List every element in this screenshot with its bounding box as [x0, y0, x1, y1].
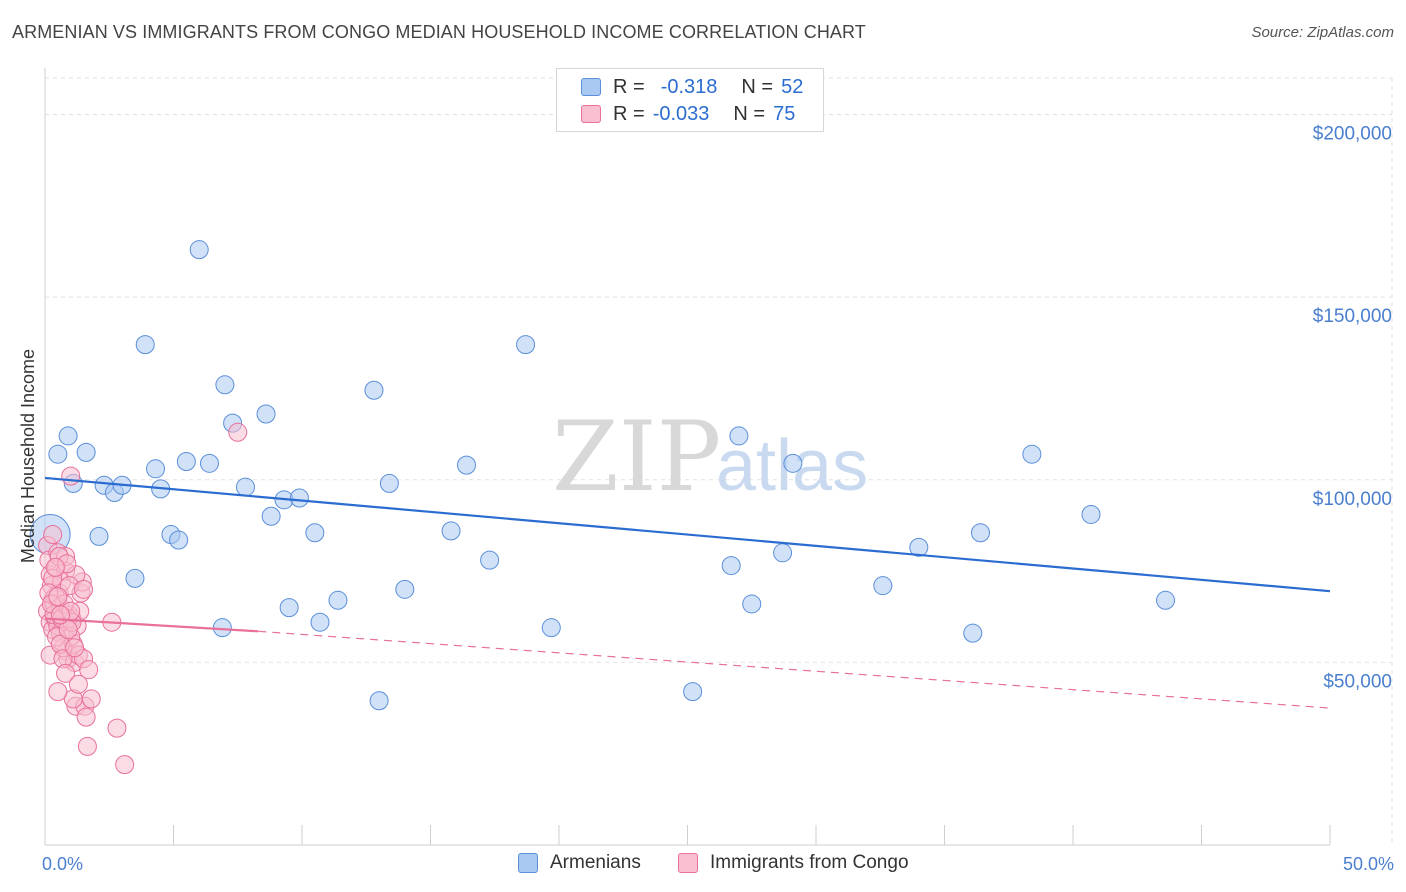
watermark-zip: ZIP [552, 401, 721, 513]
point-armenians [256, 404, 276, 424]
point-armenians [369, 691, 389, 711]
y-tick-label: $200,000 [1313, 124, 1392, 145]
point-armenians [212, 618, 232, 638]
point-armenians [215, 375, 235, 395]
point-armenians [783, 453, 803, 473]
point-congo [74, 579, 94, 599]
legend-swatch-armenians [518, 853, 538, 873]
point-congo [48, 682, 68, 702]
point-armenians [89, 526, 109, 546]
legend-r-label: R = [613, 75, 645, 98]
point-armenians [58, 426, 78, 446]
point-armenians [683, 682, 703, 702]
y-tick-label: $50,000 [1323, 671, 1392, 692]
trend-lines [44, 476, 1331, 709]
point-armenians [48, 444, 68, 464]
point-armenians [395, 579, 415, 599]
point-armenians [176, 452, 196, 471]
y-tick-label: $100,000 [1313, 489, 1392, 510]
point-congo [115, 755, 135, 775]
point-armenians [305, 523, 325, 543]
point-armenians [279, 598, 299, 618]
legend-n-value: 52 [781, 75, 804, 98]
x-tick-label-max: 50.0% [1343, 854, 1394, 874]
point-congo [68, 674, 88, 694]
point-armenians [456, 455, 476, 475]
point-armenians [480, 550, 500, 570]
point-armenians [721, 556, 741, 576]
point-armenians [541, 618, 561, 638]
point-armenians [125, 568, 145, 588]
point-congo [77, 736, 97, 756]
point-armenians [516, 335, 536, 355]
point-congo [107, 718, 127, 738]
point-congo [65, 638, 85, 658]
tick-labels: $50,000 $100,000 $150,000 $200,000 0.0% 50.0% [42, 124, 1394, 874]
point-armenians [310, 612, 330, 632]
point-armenians [76, 442, 96, 462]
point-congo [50, 605, 70, 625]
legend-label-armenians: Armenians [550, 852, 641, 873]
legend-swatch-armenians [581, 78, 601, 96]
point-congo [48, 587, 68, 607]
point-armenians [146, 459, 166, 479]
point-congo [76, 707, 96, 727]
legend-n-value: 75 [773, 102, 796, 125]
point-armenians [773, 543, 793, 563]
point-congo [45, 557, 65, 577]
y-tick-label: $150,000 [1313, 306, 1392, 327]
legend-swatch-congo [581, 105, 601, 123]
point-congo [228, 422, 248, 442]
point-armenians [328, 590, 348, 610]
point-armenians [289, 488, 309, 508]
bottom-legend: Armenians Immigrants from Congo [0, 852, 1406, 878]
point-armenians [1081, 504, 1101, 524]
trend-line-congo-extension [258, 630, 1331, 709]
point-armenians [1022, 444, 1042, 464]
point-armenians [135, 335, 155, 355]
axes [44, 68, 1331, 846]
legend-n-label: N = [741, 75, 774, 98]
bottom-legend-armenians[interactable]: Armenians [518, 852, 641, 874]
point-congo [61, 466, 81, 486]
point-congo [43, 525, 63, 545]
legend-r-value: -0.318 [660, 75, 718, 98]
point-armenians [199, 453, 219, 473]
y-axis-title: Median Household Income [18, 349, 38, 563]
point-congo [79, 660, 99, 680]
bottom-legend-congo[interactable]: Immigrants from Congo [678, 852, 909, 874]
source-label: Source: ZipAtlas.com [1251, 24, 1394, 41]
legend-r-value: -0.033 [652, 102, 710, 125]
point-armenians [189, 240, 209, 260]
legend-r-label: R = [613, 102, 645, 125]
point-armenians [441, 521, 461, 541]
point-armenians [963, 623, 983, 643]
data-points [29, 240, 1176, 775]
point-armenians [261, 506, 281, 526]
x-tick-label-min: 0.0% [42, 854, 83, 874]
point-armenians [729, 426, 749, 446]
point-armenians [364, 380, 384, 400]
legend-swatch-congo [678, 853, 698, 873]
point-armenians [909, 537, 929, 557]
watermark: ZIP atlas [552, 401, 868, 513]
legend-row-congo: R = -0.033 N = 75 [581, 102, 795, 126]
chart-title: ARMENIAN VS IMMIGRANTS FROM CONGO MEDIAN… [12, 22, 866, 42]
point-armenians [742, 594, 762, 614]
point-armenians [169, 530, 189, 550]
point-armenians [1156, 590, 1176, 610]
legend-row-armenians: R = -0.318 N = 52 [581, 75, 803, 99]
point-armenians [873, 576, 893, 596]
legend-n-label: N = [733, 102, 766, 125]
point-armenians [970, 523, 990, 543]
point-armenians [379, 473, 399, 493]
legend-box: R = -0.318 N = 52 R = -0.033 N = 75 [556, 68, 824, 132]
point-congo [56, 663, 76, 683]
legend-label-congo: Immigrants from Congo [710, 852, 909, 873]
trend-line-congo [44, 617, 259, 633]
point-congo [81, 689, 101, 709]
trend-line-armenians [44, 476, 1331, 593]
point-armenians [235, 477, 255, 497]
